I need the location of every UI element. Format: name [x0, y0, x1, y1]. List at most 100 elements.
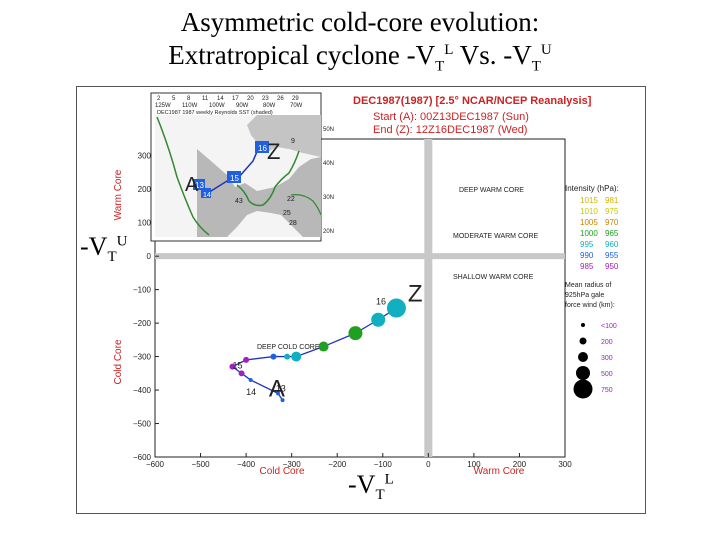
- title-sup: L: [444, 42, 454, 58]
- inset-west-coast: [156, 116, 210, 236]
- inset-track-label-16: 16: [258, 144, 267, 153]
- title-sub-2: T: [531, 58, 541, 75]
- figure-end: End (Z): 12Z16DEC1987 (Wed): [373, 124, 527, 136]
- radius-legend-value: 750: [601, 387, 613, 394]
- inset-warm-sst-shading: [197, 149, 321, 237]
- x-tick-label: −400: [237, 460, 256, 469]
- inset-day-label: 8: [187, 96, 191, 102]
- track-point: [270, 353, 277, 360]
- x-tick-label: 300: [558, 460, 572, 469]
- y-axis-vtu-label: -VTU: [78, 232, 130, 266]
- x-tick-label: −600: [146, 460, 165, 469]
- track-label: 16: [376, 297, 386, 307]
- ylabel-sup: U: [116, 233, 128, 250]
- inset-day-label: 17: [232, 96, 239, 102]
- xlabel-sub: T: [375, 487, 385, 504]
- radius-title-2: 925hPa gale: [565, 292, 604, 299]
- inset-lon-label: 110W: [182, 103, 198, 109]
- radius-legend-value: 200: [601, 339, 613, 346]
- inset-day-label: 11: [202, 96, 209, 102]
- inset-marker-a: A: [185, 174, 199, 196]
- xlabel-main: -V: [348, 470, 376, 499]
- inset-lat-label: 30N: [323, 195, 334, 201]
- track-point: [229, 363, 236, 370]
- x-tick-label: −300: [283, 460, 302, 469]
- intensity-right-value: 981: [605, 196, 619, 205]
- region-shallow-warm: SHALLOW WARM CORE: [453, 274, 534, 281]
- inset-lon-label: 80W: [263, 103, 276, 109]
- radius-legend-dot: [576, 366, 590, 380]
- inset-track-box-16: [255, 141, 269, 153]
- inset-track-box-14: [201, 188, 211, 198]
- x-tick-label: −200: [328, 460, 347, 469]
- phase-space-svg: −600 −500 −400 −300 −200 −100 0 100 200 300300200…: [77, 87, 645, 513]
- x-axis-vtl-label: -VTL: [346, 470, 396, 504]
- radius-title-3: force wind (km):: [565, 302, 615, 309]
- x-tick-label: 100: [467, 460, 481, 469]
- inset-track-box-15: [227, 171, 241, 183]
- title-line-1: Asymmetric cold-core evolution:: [180, 7, 540, 37]
- inset-lon-label: 125W: [155, 103, 171, 109]
- y-tick-label: −200: [133, 319, 152, 328]
- y-tick-label: 100: [138, 219, 152, 228]
- y-tick-label: 200: [138, 185, 152, 194]
- x-tick-label: −500: [192, 460, 211, 469]
- inset-marker-z: Z: [267, 139, 280, 164]
- inset-islands: [290, 194, 322, 216]
- inset-point-28: 28: [289, 220, 297, 227]
- phase-space-figure: −600 −500 −400 −300 −200 −100 0 100 200 300 300 200…: [76, 86, 646, 514]
- title-sub: T: [435, 58, 445, 75]
- vertical-zero-divider: [424, 139, 433, 457]
- track-point: [284, 353, 291, 360]
- y-tick-label: −500: [133, 420, 152, 429]
- inset-day-label: 14: [217, 96, 224, 102]
- intensity-title: Intensity (hPa):: [565, 184, 619, 193]
- x-tick-label: 200: [513, 460, 527, 469]
- xlabel-sup: L: [384, 471, 394, 488]
- title-mid: Vs. -V: [453, 40, 532, 70]
- ylabel-main: -V: [80, 232, 108, 261]
- horizontal-zero-divider: [155, 253, 565, 260]
- inset-lon-label: 100W: [209, 103, 225, 109]
- inset-day-label: 5: [172, 96, 176, 102]
- intensity-left-value: 990: [580, 251, 594, 260]
- track-label: 15: [232, 360, 242, 370]
- radius-legend: Mean radius of 925hPa gale force wind (k…: [565, 282, 617, 399]
- x-tick-label: −100: [374, 460, 393, 469]
- inset-day-label: 29: [292, 96, 299, 102]
- inset-point-43: 43: [235, 198, 243, 205]
- inset-track-box-13: [193, 179, 205, 190]
- x-axis-cold-label: Cold Core: [259, 466, 304, 477]
- x-axis-warm-label: Warm Core: [474, 466, 525, 477]
- region-deep-cold: DEEP COLD CORE: [257, 344, 320, 351]
- ylabel-sub: T: [107, 249, 117, 266]
- intensity-left-value: 1005: [580, 218, 598, 227]
- intensity-right-value: 955: [605, 251, 619, 260]
- y-tick-label: −600: [133, 453, 152, 462]
- track-marker-a: A: [269, 376, 285, 403]
- intensity-left-value: 985: [580, 262, 594, 271]
- figure-header: DEC1987(1987) [2.5° NCAR/NCEP Reanalysis…: [353, 95, 592, 107]
- radius-legend-dot: [579, 337, 587, 345]
- intensity-left-value: 1000: [580, 229, 598, 238]
- inset-point-22: 22: [287, 196, 295, 203]
- plot-frame: [154, 138, 566, 458]
- x-tick-label: 0: [426, 460, 431, 469]
- inset-lon-label: 70W: [290, 103, 303, 109]
- track-point: [280, 398, 285, 403]
- radius-title-1: Mean radius of: [565, 282, 611, 289]
- inset-track-label-14: 14: [203, 192, 211, 199]
- inset-lon-label: 90W: [236, 103, 249, 109]
- radius-legend-value: 300: [601, 355, 613, 362]
- intensity-right-value: 960: [605, 240, 619, 249]
- inset-gulf-coast: [236, 150, 300, 207]
- track-marker-z: Z: [408, 280, 423, 307]
- intensity-legend: Intensity (hPa): 1015 981 1010 975 1005 970 10…: [565, 184, 619, 271]
- y-tick-label: −100: [133, 286, 152, 295]
- inset-day-label: 20: [247, 96, 254, 102]
- y-tick-label: 300: [138, 152, 152, 161]
- intensity-right-value: 965: [605, 229, 619, 238]
- figure-start: Start (A): 00Z13DEC1987 (Sun): [373, 111, 529, 123]
- y-tick-label: 0: [147, 252, 152, 261]
